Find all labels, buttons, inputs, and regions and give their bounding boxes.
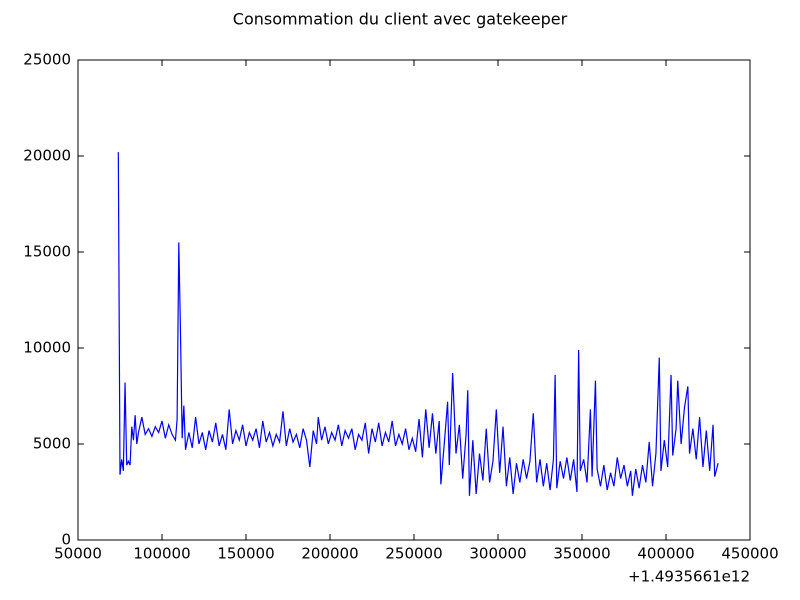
x-tick-label: 100000 [133,545,190,563]
x-tick-label: 250000 [385,545,442,563]
x-tick-label: 450000 [721,545,778,563]
y-tick-label: 20000 [23,147,71,165]
y-tick-label: 0 [61,531,71,549]
plot-frame [77,59,751,541]
y-tick-label: 10000 [23,339,71,357]
x-tick-label: 200000 [301,545,358,563]
y-tick-label: 5000 [33,435,71,453]
x-tick-label: 300000 [469,545,526,563]
x-tick-label: 400000 [637,545,694,563]
x-tick-label: 350000 [553,545,610,563]
y-tick-label: 15000 [23,243,71,261]
x-offset-label: +1.4935661e12 [628,568,750,586]
x-tick-label: 50000 [54,545,102,563]
x-tick-label: 150000 [217,545,274,563]
data-line [117,152,719,496]
chart-title: Consommation du client avec gatekeeper [233,10,568,29]
y-tick-label: 25000 [23,51,71,69]
